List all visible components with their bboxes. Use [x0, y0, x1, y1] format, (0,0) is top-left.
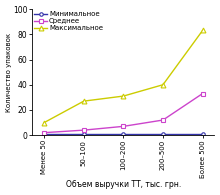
- Максимальное: [43, 121, 46, 124]
- Среднее: [162, 119, 164, 121]
- Минимальное: [43, 133, 46, 135]
- Line: Максимальное: Максимальное: [42, 28, 205, 125]
- Максимальное: [201, 29, 204, 32]
- Среднее: [122, 125, 125, 128]
- Среднее: [201, 92, 204, 95]
- Среднее: [82, 129, 85, 131]
- Среднее: [43, 131, 46, 134]
- X-axis label: Объем выручки ТТ, тыс. грн.: Объем выручки ТТ, тыс. грн.: [66, 180, 181, 190]
- Y-axis label: Количество упаковок: Количество упаковок: [6, 33, 12, 112]
- Line: Минимальное: Минимальное: [42, 132, 204, 136]
- Максимальное: [122, 95, 125, 97]
- Минимальное: [82, 133, 85, 135]
- Минимальное: [162, 133, 164, 135]
- Line: Среднее: Среднее: [42, 92, 204, 134]
- Минимальное: [201, 133, 204, 135]
- Максимальное: [162, 84, 164, 86]
- Максимальное: [82, 100, 85, 102]
- Legend: Минимальное, Среднее, Максимальное: Минимальное, Среднее, Максимальное: [34, 11, 104, 32]
- Минимальное: [122, 133, 125, 135]
